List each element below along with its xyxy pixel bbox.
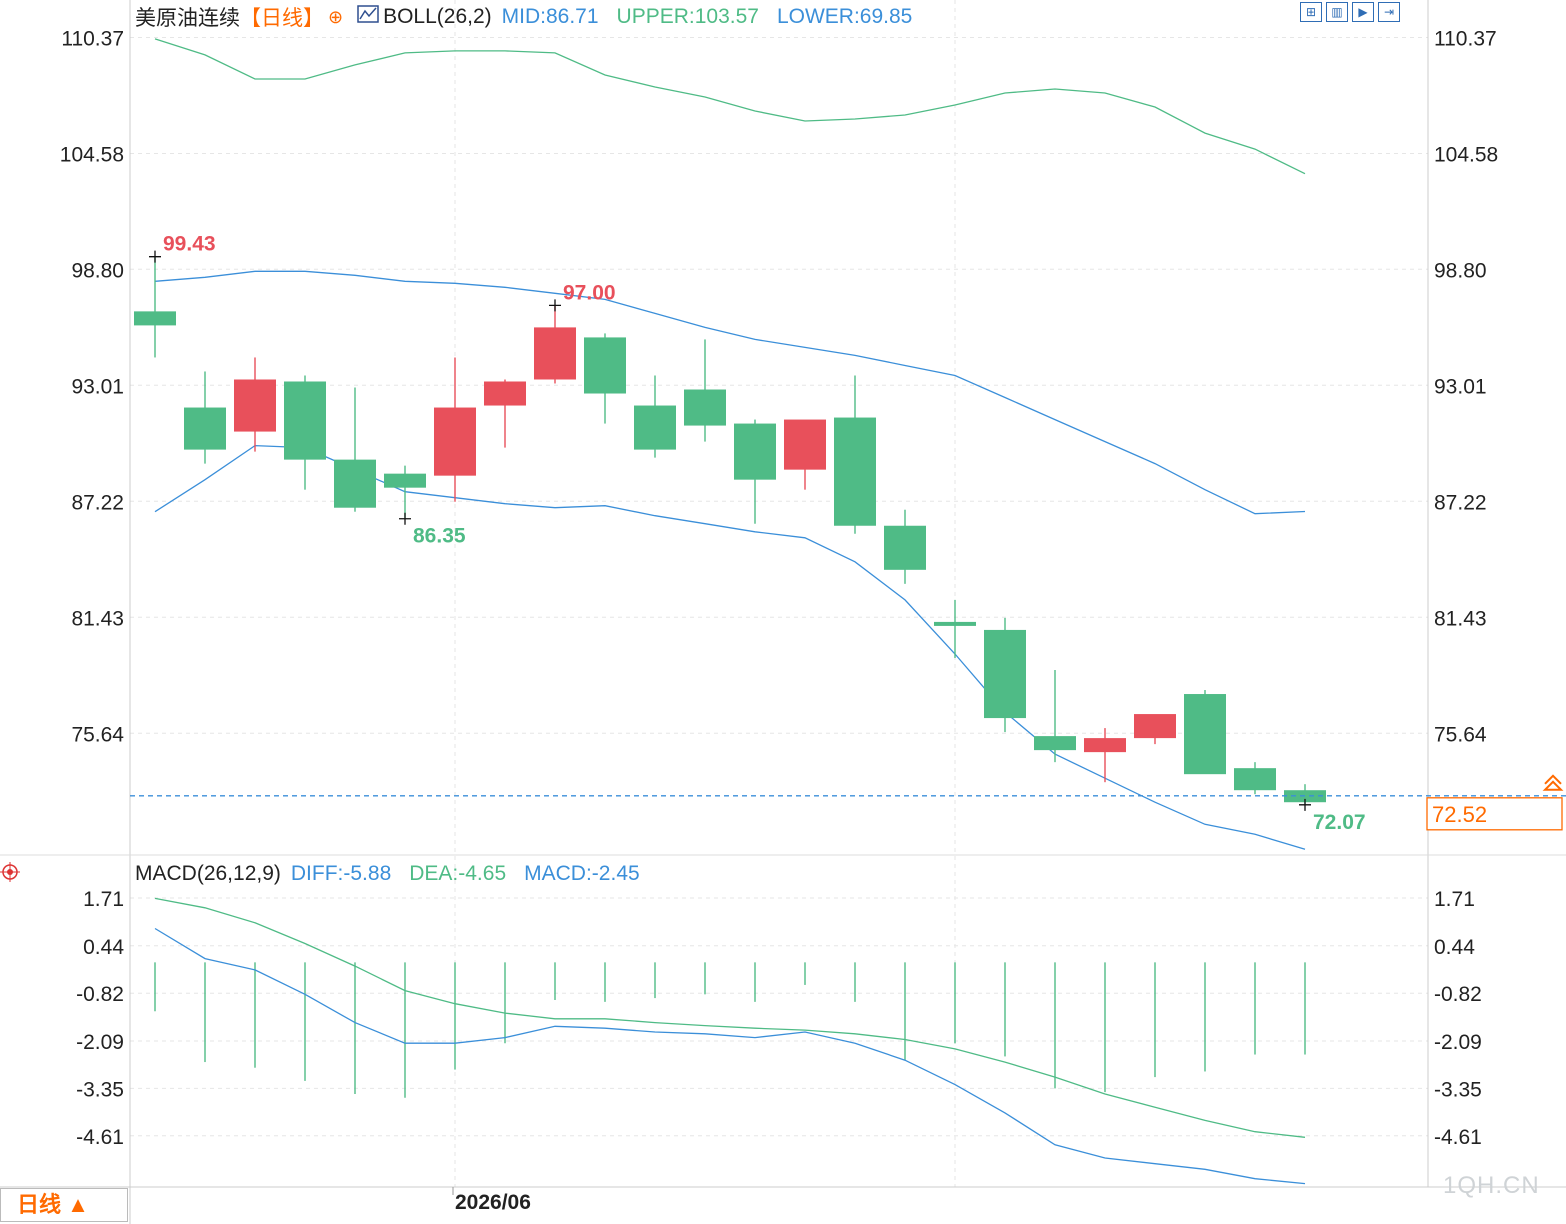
macd-tick-label-right: 0.44 xyxy=(1434,936,1475,959)
target-icon[interactable] xyxy=(0,862,20,887)
macd-tick-label-left: -0.82 xyxy=(76,983,124,1006)
y-tick-label-right: 110.37 xyxy=(1434,28,1497,51)
boll-upper-value: UPPER:103.57 xyxy=(616,5,759,28)
macd-tick-label-left: -3.35 xyxy=(76,1078,124,1101)
y-tick-label-left: 110.37 xyxy=(61,28,124,51)
boll-mid-line xyxy=(154,270,1306,515)
boll-mid-value: MID:86.71 xyxy=(501,5,599,28)
candle-body xyxy=(584,337,626,394)
candle-body xyxy=(834,417,876,526)
price-annotations: 99.43 97.00 86.35 72.07 xyxy=(149,233,1366,834)
macd-tick-label-right: -3.35 xyxy=(1434,1078,1482,1101)
macd-diff-value: DIFF:-5.88 xyxy=(290,862,392,885)
collapse-arrow-icon xyxy=(1542,774,1564,791)
macd-tick-label-right: 1.71 xyxy=(1434,888,1475,911)
y-tick-label-left: 93.01 xyxy=(71,375,124,398)
candle-body xyxy=(884,525,926,570)
last-price-box xyxy=(1426,797,1563,831)
candle-body xyxy=(984,629,1026,719)
indicator-name: BOLL(26,2) xyxy=(383,5,492,28)
price-annotation-label: 99.43 xyxy=(163,233,216,256)
price-annotation-label: 72.07 xyxy=(1313,811,1366,834)
candlesticks xyxy=(130,257,1566,805)
macd-diff-line xyxy=(154,927,1306,1185)
y-tick-label-left: 87.22 xyxy=(71,491,124,514)
indicator-icon[interactable] xyxy=(357,5,379,29)
candle-body xyxy=(134,311,176,326)
macd-tick-label-left: 1.71 xyxy=(83,888,124,911)
price-annotation-label: 86.35 xyxy=(413,525,466,548)
grid-icon[interactable]: ⊞ xyxy=(1300,2,1322,22)
y-tick-label-left: 81.43 xyxy=(71,607,124,630)
axis-ticks: 72.52 110.37 110.37 104.58 104.58 98.80 98.80 9… xyxy=(60,28,1564,1214)
x-tick-label: 2026/06 xyxy=(455,1191,531,1214)
candle-body xyxy=(634,405,676,450)
y-tick-label-left: 98.80 xyxy=(71,259,124,282)
period-tag[interactable]: 【日线】 xyxy=(240,7,324,30)
candle-body xyxy=(234,379,276,432)
candle-body xyxy=(1134,714,1176,739)
macd-tick-label-right: -2.09 xyxy=(1434,1031,1482,1054)
y-tick-label-right: 81.43 xyxy=(1434,607,1487,630)
candle-body xyxy=(684,389,726,426)
candle-body xyxy=(1084,738,1126,753)
y-tick-label-right: 75.64 xyxy=(1434,723,1487,746)
candle-body xyxy=(1234,768,1276,791)
macd-tick-label-right: -0.82 xyxy=(1434,983,1482,1006)
macd-tick-label-right: -4.61 xyxy=(1434,1126,1482,1149)
bollinger-bands xyxy=(154,38,1306,850)
macd-tick-label-left: -2.09 xyxy=(76,1031,124,1054)
candle-body xyxy=(534,327,576,380)
price-annotation-label: 97.00 xyxy=(563,281,616,304)
line-chart-icon xyxy=(357,5,379,23)
boll-upper-line xyxy=(154,38,1306,175)
crosshair-marker xyxy=(1299,798,1311,811)
candle-body xyxy=(434,407,476,476)
candle-body xyxy=(1184,694,1226,775)
export-icon[interactable]: ⇥ xyxy=(1378,2,1400,22)
macd-tick-label-left: -4.61 xyxy=(76,1126,124,1149)
boll-header: 美原油连续 【日线】 ⊕ BOLL(26,2) MID:86.71 UPPER:… xyxy=(135,2,922,32)
candle-body xyxy=(784,419,826,470)
candle-body xyxy=(1034,736,1076,751)
macd-header: MACD(26,12,9) DIFF:-5.88 DEA:-4.65 MACD:… xyxy=(135,862,650,886)
macd-dea-value: DEA:-4.65 xyxy=(409,862,507,885)
crosshair-marker xyxy=(399,512,411,525)
y-tick-label-right: 98.80 xyxy=(1434,259,1487,282)
macd-dea-line xyxy=(154,897,1306,1138)
watermark: 1QH.CN xyxy=(1443,1172,1540,1199)
bar-chart-icon[interactable]: ▥ xyxy=(1326,2,1348,22)
y-tick-label-right: 93.01 xyxy=(1434,375,1487,398)
macd-tick-label-left: 0.44 xyxy=(83,936,124,959)
candle-body xyxy=(184,407,226,450)
period-select-button[interactable]: 日线 ▲ xyxy=(0,1188,128,1222)
candle-body xyxy=(484,381,526,406)
candle-body xyxy=(284,381,326,460)
y-tick-label-left: 75.64 xyxy=(71,723,124,746)
macd-macd-value: MACD:-2.45 xyxy=(524,862,640,885)
candle-body xyxy=(384,473,426,488)
symbol-name: 美原油连续 xyxy=(135,7,240,30)
crosshair-marker xyxy=(549,299,561,312)
y-tick-label-right: 87.22 xyxy=(1434,491,1487,514)
add-indicator-icon[interactable]: ⊕ xyxy=(328,6,344,27)
last-price-label: 72.52 xyxy=(1432,802,1487,827)
macd-panel xyxy=(154,897,1306,1185)
candle-body xyxy=(934,621,976,626)
y-tick-label-left: 104.58 xyxy=(60,144,124,167)
candle-body xyxy=(734,423,776,480)
macd-name: MACD(26,12,9) xyxy=(135,862,281,885)
y-tick-label-right: 104.58 xyxy=(1434,144,1498,167)
grid-lines xyxy=(130,0,1428,1187)
chart-toolbar: ⊞ ▥ ▶ ⇥ xyxy=(1300,2,1400,22)
boll-lower-value: LOWER:69.85 xyxy=(776,5,913,28)
crosshair-marker xyxy=(149,250,161,263)
play-icon[interactable]: ▶ xyxy=(1352,2,1374,22)
candle-body xyxy=(334,459,376,508)
boll-lower-line xyxy=(154,444,1306,850)
